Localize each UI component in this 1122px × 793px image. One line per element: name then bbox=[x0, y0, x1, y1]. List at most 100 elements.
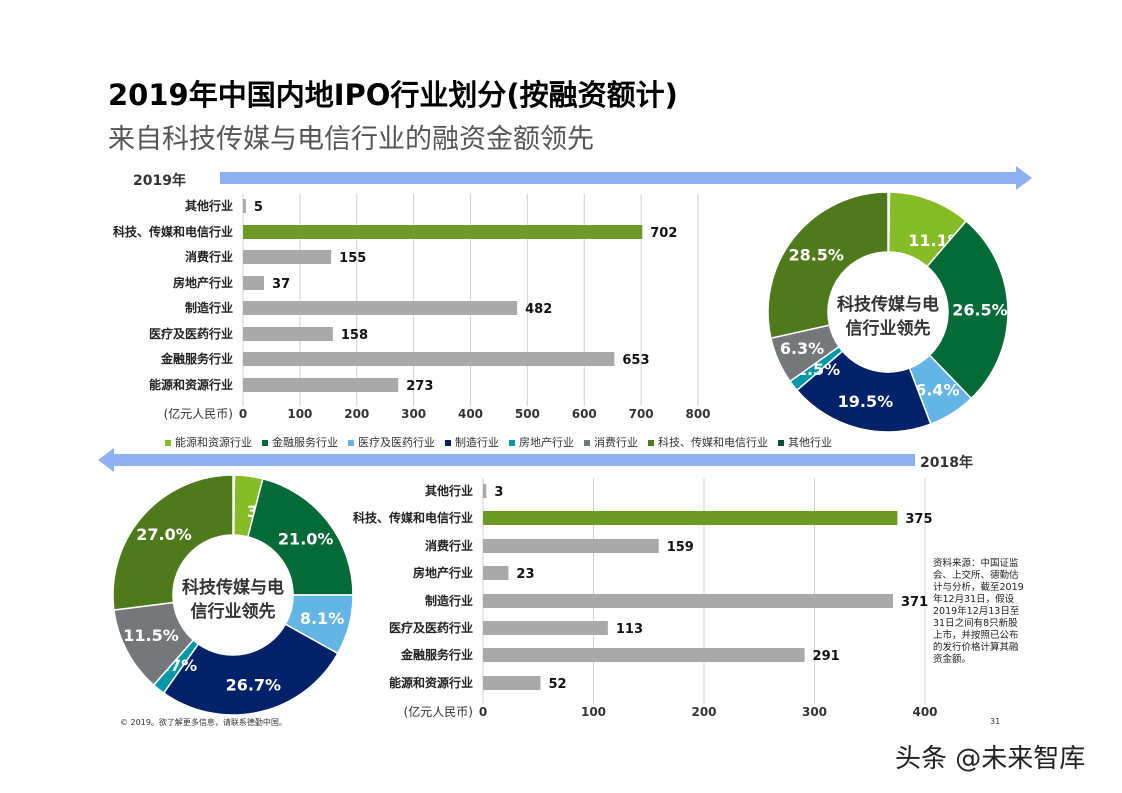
legend-swatch bbox=[648, 440, 654, 446]
bar bbox=[243, 378, 399, 392]
donut-label: 19.5% bbox=[838, 392, 894, 411]
year-label-2018: 2018年 bbox=[920, 455, 973, 471]
category-label: 其他行业 bbox=[185, 198, 233, 213]
page-subtitle: 来自科技传媒与电信行业的融资金额领先 bbox=[108, 124, 594, 155]
page-number: 31 bbox=[990, 717, 1001, 726]
data-label: 273 bbox=[406, 379, 433, 394]
x-tick-label: 600 bbox=[572, 407, 597, 421]
category-label: 房地产行业 bbox=[413, 565, 473, 580]
donut-slice bbox=[795, 350, 932, 433]
data-label: 375 bbox=[905, 512, 932, 527]
donut-label: 6.3% bbox=[780, 339, 824, 358]
data-label: 159 bbox=[667, 540, 694, 555]
donut-center-text: 科技传媒与电 bbox=[837, 294, 939, 315]
bar bbox=[243, 250, 332, 264]
bar bbox=[243, 301, 518, 315]
watermark: 头条 @未来智库 bbox=[895, 744, 1086, 774]
x-tick-label: 200 bbox=[344, 407, 369, 421]
x-tick-label: 300 bbox=[802, 705, 827, 719]
legend-label: 金融服务行业 bbox=[272, 436, 338, 449]
x-tick-label: 100 bbox=[581, 705, 606, 719]
bar bbox=[243, 276, 265, 290]
donut-label: 27.0% bbox=[136, 525, 192, 544]
donut-slice bbox=[112, 474, 234, 611]
bar bbox=[483, 648, 805, 662]
bar bbox=[483, 539, 659, 553]
x-tick-label: 200 bbox=[691, 705, 716, 719]
data-label: 482 bbox=[525, 302, 552, 317]
donut-label: 28.5% bbox=[788, 245, 844, 264]
bar bbox=[483, 594, 893, 608]
donut-center-text: 科技传媒与电 bbox=[182, 577, 284, 598]
category-label: 能源和资源行业 bbox=[389, 675, 473, 690]
legend-label: 医疗及医药行业 bbox=[358, 436, 435, 449]
legend: 能源和资源行业 金融服务行业 医疗及医药行业 制造行业 房地产行业 消费行业 科技、传媒和电… bbox=[165, 434, 832, 450]
x-tick-label: 100 bbox=[287, 407, 312, 421]
legend-item: 房地产行业 bbox=[509, 434, 574, 450]
legend-item: 能源和资源行业 bbox=[165, 434, 252, 450]
category-label: 制造行业 bbox=[425, 593, 473, 608]
legend-label: 能源和资源行业 bbox=[175, 436, 252, 449]
donut-label: 8.1% bbox=[300, 609, 344, 628]
category-label: 能源和资源行业 bbox=[149, 377, 233, 392]
data-label: 23 bbox=[516, 567, 534, 582]
data-label: 653 bbox=[622, 353, 649, 368]
x-axis-unit: (亿元人民币) bbox=[404, 704, 473, 719]
x-tick-label: 400 bbox=[458, 407, 483, 421]
legend-label: 房地产行业 bbox=[519, 436, 574, 449]
category-label: 金融服务行业 bbox=[400, 647, 473, 662]
donut-slice bbox=[162, 623, 339, 716]
page-title: 2019年中国内地IPO行业划分(按融资额计) bbox=[108, 78, 678, 112]
bar bbox=[483, 676, 541, 690]
bar bbox=[483, 511, 898, 525]
category-label: 房地产行业 bbox=[173, 275, 233, 290]
x-tick-label: 500 bbox=[515, 407, 540, 421]
arrow-head-2019 bbox=[1016, 166, 1032, 190]
x-tick-label: 400 bbox=[912, 705, 937, 719]
x-axis-unit: (亿元人民币) bbox=[164, 406, 233, 421]
data-label: 37 bbox=[272, 277, 290, 292]
data-label: 702 bbox=[650, 226, 677, 241]
legend-swatch bbox=[509, 440, 515, 446]
donut-label: 11.5% bbox=[123, 626, 179, 645]
donut-label: 21.0% bbox=[278, 530, 334, 549]
legend-swatch bbox=[584, 440, 590, 446]
donut-label: 26.5% bbox=[952, 300, 1008, 319]
data-label: 155 bbox=[339, 251, 366, 266]
legend-item: 消费行业 bbox=[584, 434, 638, 450]
category-label: 医疗及医药行业 bbox=[389, 620, 473, 635]
donut-label: 6.4% bbox=[915, 381, 959, 400]
donut-slice bbox=[247, 477, 354, 596]
arrow-2019 bbox=[220, 172, 1018, 184]
category-label: 医疗及医药行业 bbox=[149, 326, 233, 341]
data-label: 371 bbox=[901, 595, 928, 610]
copyright: © 2019。欲了解更多信息，请联系德勤中国。 bbox=[120, 718, 287, 727]
legend-item: 制造行业 bbox=[445, 434, 499, 450]
x-tick-label: 800 bbox=[685, 407, 710, 421]
legend-item: 医疗及医药行业 bbox=[348, 434, 435, 450]
category-label: 其他行业 bbox=[425, 483, 473, 498]
donut-slice bbox=[767, 191, 889, 340]
donut-center-text: 信行业领先 bbox=[846, 318, 931, 339]
legend-label: 其他行业 bbox=[788, 436, 832, 449]
source-note: 资料来源：中国证监会、上交所、德勤估计与分析，截至2019年12月31日，假设2… bbox=[933, 558, 1024, 665]
data-label: 291 bbox=[813, 649, 840, 664]
legend-swatch bbox=[778, 440, 784, 446]
arrow-head-2018 bbox=[98, 448, 114, 472]
legend-label: 消费行业 bbox=[594, 436, 638, 449]
legend-item: 其他行业 bbox=[778, 434, 832, 450]
category-label: 科技、传媒和电信行业 bbox=[113, 224, 233, 239]
category-label: 制造行业 bbox=[185, 300, 233, 315]
donut-slice bbox=[926, 219, 1009, 400]
data-label: 113 bbox=[616, 622, 643, 637]
x-tick-label: 0 bbox=[239, 407, 247, 421]
donut-center-text: 信行业领先 bbox=[191, 601, 276, 622]
category-label: 消费行业 bbox=[185, 249, 233, 264]
bar bbox=[243, 352, 615, 366]
x-tick-label: 700 bbox=[629, 407, 654, 421]
data-label: 5 bbox=[254, 200, 263, 215]
legend-label: 制造行业 bbox=[455, 436, 499, 449]
arrow-2018 bbox=[112, 454, 915, 466]
